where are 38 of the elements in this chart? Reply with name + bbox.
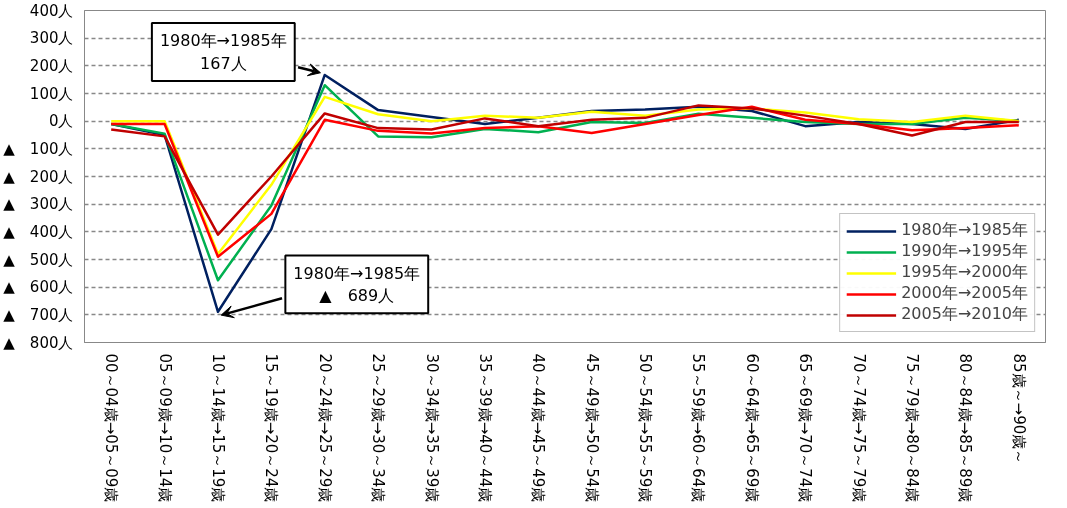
y-tick-label: 200人 [29, 56, 74, 75]
x-tick-label: 00～04歳→05～09歳 [102, 353, 121, 503]
x-tick-label: 30～34歳→35～39歳 [422, 353, 441, 503]
y-tick-label: ▲ 700人 [3, 305, 74, 324]
x-tick-label: 85歳～→90歳～ [1009, 353, 1028, 465]
y-tick-label: ▲ 800人 [3, 333, 74, 352]
legend-label: 1980年→1985年 [901, 220, 1028, 241]
x-tick-label: 40～44歳→45～49歳 [529, 353, 548, 503]
annotation: 1980年→1985年 ▲ 689人 [293, 263, 421, 306]
x-tick-label: 05～09歳→10～14歳 [155, 353, 174, 503]
x-tick-label: 60～64歳→65～69歳 [742, 353, 761, 503]
x-tick-label: 55～59歳→60～64歳 [689, 353, 708, 503]
y-tick-label: 100人 [29, 84, 74, 103]
x-tick-label: 15～19歳→20～24歳 [262, 353, 281, 503]
y-tick-label: ▲ 500人 [3, 250, 74, 269]
y-tick-label: ▲ 400人 [3, 222, 74, 241]
x-tick-label: 70～74歳→75～79歳 [849, 353, 868, 503]
legend-label: 1995年→2000年 [901, 262, 1028, 283]
y-tick-label: 400人 [29, 1, 74, 20]
y-tick-label: ▲ 300人 [3, 195, 74, 214]
y-tick-label: ▲ 100人 [3, 139, 74, 158]
x-tick-label: 45～49歳→50～54歳 [582, 353, 601, 503]
x-tick-label: 10～14歳→15～19歳 [208, 353, 227, 503]
x-tick-label: 75～79歳→80～84歳 [903, 353, 922, 503]
x-tick-label: 35～39歳→40～44歳 [475, 353, 494, 503]
x-tick-label: 80～84歳→85～89歳 [956, 353, 975, 503]
x-tick-label: 65～69歳→70～74歳 [796, 353, 815, 503]
legend-label: 2005年→2010年 [901, 304, 1028, 325]
y-tick-label: ▲ 600人 [3, 278, 74, 297]
y-tick-label: 0人 [48, 112, 74, 131]
x-tick-label: 50～54歳→55～59歳 [636, 353, 655, 503]
y-tick-label: 300人 [29, 29, 74, 48]
annotation: 1980年→1985年 167人 [159, 31, 287, 73]
y-tick-label: ▲ 200人 [3, 167, 74, 186]
legend-label: 2000年→2005年 [901, 283, 1028, 304]
x-tick-label: 25～29歳→30～34歳 [369, 353, 388, 503]
legend-label: 1990年→1995年 [901, 241, 1028, 262]
x-tick-label: 20～24歳→25～29歳 [315, 353, 334, 503]
